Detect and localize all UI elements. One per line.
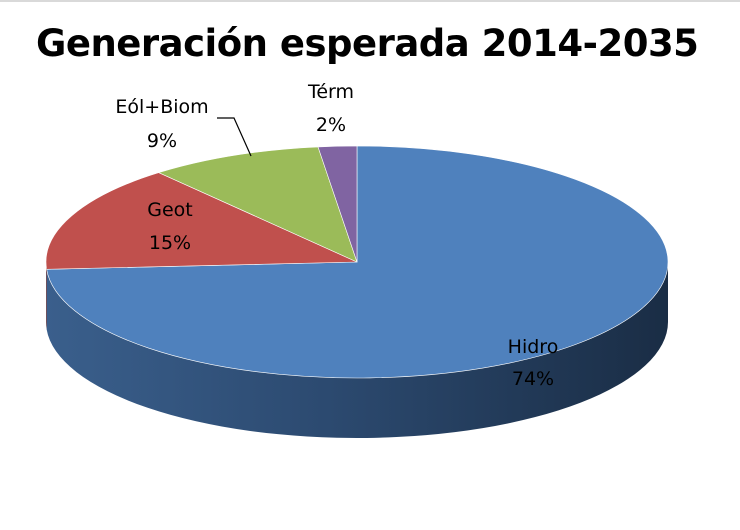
pie-slice-geot xyxy=(45,172,358,270)
value-label-eol-biom: 9% xyxy=(147,130,177,152)
top-divider xyxy=(0,0,740,2)
label-geot: Geot xyxy=(147,199,193,221)
pie-slice-eol-biom xyxy=(157,146,358,263)
pie-side-hidro xyxy=(46,262,668,438)
leader-line-eol-biom xyxy=(217,117,252,157)
chart-title: Generación esperada 2014-2035 xyxy=(36,22,699,65)
label-hidro: Hidro xyxy=(508,336,559,358)
value-label-geot: 15% xyxy=(149,232,191,254)
value-label-term: 2% xyxy=(316,114,346,136)
label-eol-biom: Eól+Biom xyxy=(115,96,208,118)
value-label-hidro: 74% xyxy=(512,368,554,390)
label-term: Térm xyxy=(307,81,354,103)
pie-side-geot xyxy=(46,262,47,330)
pie-slice-term xyxy=(317,145,358,263)
